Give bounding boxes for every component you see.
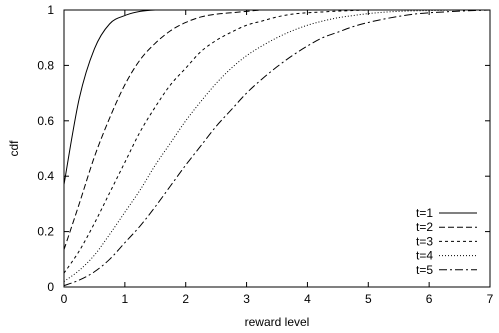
x-tick-label: 7 bbox=[487, 292, 494, 306]
y-tick-label: 0.8 bbox=[37, 58, 54, 72]
legend-label-t1: t=1 bbox=[416, 206, 433, 220]
y-tick-label: 0.2 bbox=[37, 225, 54, 239]
series-line-t5 bbox=[63, 9, 491, 287]
y-tick-label: 0.4 bbox=[37, 169, 54, 183]
legend-label-t5: t=5 bbox=[416, 263, 433, 277]
series-line-t4 bbox=[63, 9, 490, 282]
y-axis-label: cdf bbox=[7, 140, 21, 157]
plot-frame bbox=[63, 9, 491, 288]
tick-marks bbox=[63, 9, 491, 288]
x-tick-label: 4 bbox=[304, 292, 311, 306]
legend: t=1t=2t=3t=4t=5 bbox=[416, 206, 477, 277]
y-tick-label: 1 bbox=[47, 3, 54, 17]
legend-label-t3: t=3 bbox=[416, 234, 433, 248]
x-tick-label: 5 bbox=[365, 292, 372, 306]
y-tick-label: 0.6 bbox=[37, 114, 54, 128]
x-tick-label: 0 bbox=[61, 292, 68, 306]
x-tick-label: 3 bbox=[243, 292, 250, 306]
x-tick-label: 6 bbox=[426, 292, 433, 306]
series-line-t1 bbox=[63, 9, 490, 185]
x-axis-label: reward level bbox=[245, 315, 310, 329]
y-tick-label: 0 bbox=[47, 280, 54, 294]
x-tick-label: 1 bbox=[122, 292, 129, 306]
legend-label-t2: t=2 bbox=[416, 220, 433, 234]
x-tick-label: 2 bbox=[182, 292, 189, 306]
tick-labels: 0 1 2 3 4 5 6 7 0 0.2 0.4 0.6 0.8 1 bbox=[37, 3, 493, 306]
legend-label-t4: t=4 bbox=[416, 249, 433, 263]
